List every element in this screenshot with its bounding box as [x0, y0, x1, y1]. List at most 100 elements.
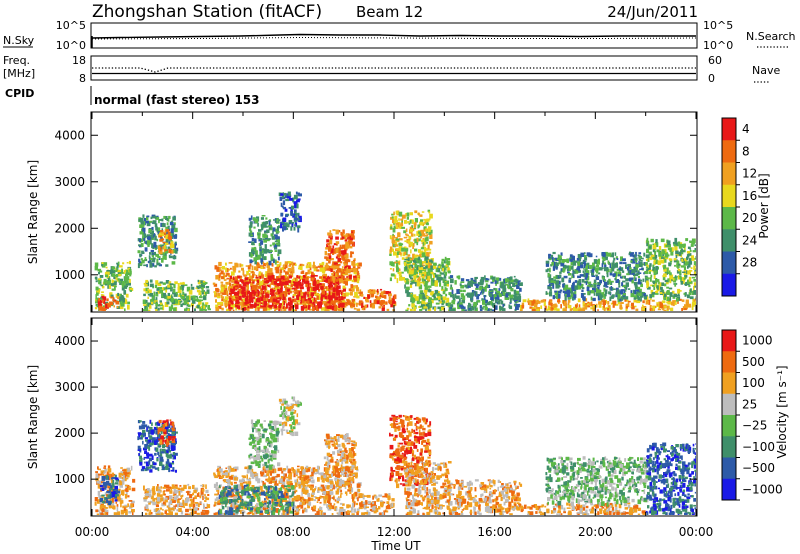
- nave-tick-top: 60: [708, 54, 722, 67]
- power-cell: [357, 266, 361, 269]
- velocity-cell: [152, 461, 155, 463]
- power-cell: [97, 268, 102, 272]
- power-cell: [257, 307, 260, 311]
- power-cell: [94, 276, 98, 280]
- power-cell: [307, 292, 309, 297]
- power-cell: [260, 305, 263, 309]
- power-cell: [307, 305, 310, 310]
- power-cell: [302, 274, 306, 278]
- power-cell: [349, 246, 353, 249]
- velocity-cell: [125, 513, 128, 515]
- power-cell: [529, 303, 531, 306]
- power-cell: [365, 297, 369, 302]
- power-cell: [339, 303, 343, 308]
- power-cell: [467, 283, 471, 288]
- power-cell: [234, 276, 239, 278]
- velocity-cell: [111, 497, 114, 503]
- power-cell: [447, 270, 451, 274]
- power-cell: [389, 246, 393, 250]
- power-cell: [251, 265, 254, 271]
- power-cell: [662, 291, 665, 294]
- power-cell: [695, 280, 696, 285]
- power-colorbar-label: 20: [742, 211, 757, 225]
- power-cell: [298, 193, 302, 197]
- power-cell: [587, 301, 590, 304]
- power-cell: [407, 257, 410, 261]
- velocity-cell: [172, 467, 175, 472]
- power-cell: [663, 268, 667, 272]
- power-cell: [408, 260, 412, 264]
- power-cell: [173, 292, 177, 295]
- power-cell: [177, 301, 180, 306]
- power-cell: [479, 286, 482, 291]
- power-cell: [489, 293, 493, 297]
- power-cell: [608, 308, 611, 311]
- power-cell: [257, 295, 262, 298]
- power-cell: [669, 247, 672, 252]
- power-cell: [110, 296, 114, 299]
- power-cell: [452, 297, 456, 302]
- power-cell: [267, 307, 271, 311]
- power-cell: [111, 266, 116, 270]
- power-cell: [442, 278, 445, 282]
- power-cell: [431, 280, 436, 283]
- power-cell: [145, 279, 149, 283]
- power-cell: [392, 219, 394, 224]
- power-cell: [405, 281, 410, 285]
- power-cell: [545, 260, 550, 264]
- power-cell: [119, 282, 122, 285]
- power-cell: [555, 297, 559, 299]
- power-cell: [419, 305, 422, 308]
- velocity-cell: [125, 509, 128, 514]
- power-cell: [357, 275, 361, 280]
- velocity-cell: [99, 498, 104, 502]
- power-cell: [248, 225, 253, 228]
- power-cell: [145, 240, 148, 245]
- power-cell: [482, 300, 486, 305]
- power-cell: [180, 284, 185, 288]
- power-cell: [545, 269, 549, 273]
- power-cell: [240, 287, 243, 290]
- power-cell: [646, 277, 650, 280]
- power-cell: [312, 301, 315, 305]
- velocity-cell: [138, 425, 143, 430]
- power-cell: [159, 300, 162, 303]
- power-colorbar-swatch: [722, 229, 736, 252]
- power-cell: [285, 277, 289, 283]
- freq-tick-bottom: 8: [79, 72, 86, 85]
- power-cell: [263, 223, 265, 228]
- velocity-cell: [105, 506, 108, 509]
- power-cell: [167, 292, 171, 296]
- power-cell: [643, 294, 648, 300]
- power-cell: [128, 282, 131, 286]
- power-cell: [635, 260, 638, 263]
- velocity-cell: [158, 419, 162, 424]
- power-cell: [505, 278, 509, 283]
- power-cell: [337, 285, 341, 289]
- power-cell: [469, 282, 473, 287]
- power-cell: [155, 253, 159, 257]
- velocity-cell: [141, 466, 146, 470]
- power-cell: [635, 292, 639, 297]
- power-cell: [286, 303, 288, 309]
- power-cell: [471, 290, 475, 294]
- power-cell: [556, 308, 559, 311]
- power-cell: [321, 271, 325, 274]
- power-cell: [605, 251, 608, 257]
- power-cell: [105, 303, 108, 309]
- power-cell: [274, 292, 277, 295]
- power-cell: [186, 303, 189, 307]
- power-cell: [621, 289, 625, 291]
- power-cell: [479, 305, 482, 309]
- power-cell: [569, 256, 572, 259]
- power-cell: [574, 285, 578, 290]
- power-cell: [496, 290, 500, 295]
- power-cell: [507, 285, 510, 289]
- power-cell: [426, 231, 429, 234]
- power-cell: [437, 295, 441, 299]
- power-cell: [386, 308, 390, 311]
- velocity-cell: [171, 430, 175, 435]
- power-cell: [312, 281, 317, 286]
- power-cell: [481, 298, 484, 301]
- power-cell: [485, 278, 489, 283]
